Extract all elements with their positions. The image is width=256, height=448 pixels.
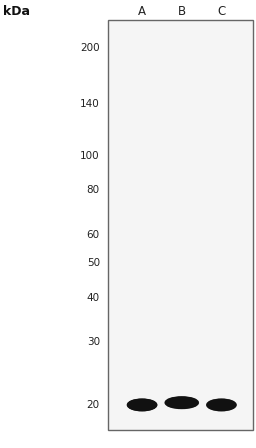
Ellipse shape — [168, 399, 195, 406]
Text: 30: 30 — [87, 337, 100, 347]
Ellipse shape — [130, 401, 154, 409]
Text: 100: 100 — [80, 151, 100, 161]
Ellipse shape — [127, 399, 157, 411]
Ellipse shape — [209, 401, 234, 409]
Text: kDa: kDa — [3, 4, 29, 18]
Ellipse shape — [129, 400, 155, 409]
Ellipse shape — [207, 399, 236, 411]
Ellipse shape — [130, 401, 154, 409]
Ellipse shape — [212, 402, 230, 408]
Ellipse shape — [166, 398, 197, 408]
Ellipse shape — [176, 401, 188, 404]
Ellipse shape — [168, 399, 196, 407]
Ellipse shape — [207, 399, 236, 410]
Ellipse shape — [128, 400, 156, 410]
Ellipse shape — [129, 400, 156, 410]
Ellipse shape — [134, 407, 150, 411]
Text: C: C — [217, 4, 226, 18]
Ellipse shape — [167, 398, 196, 407]
Ellipse shape — [129, 401, 155, 409]
Ellipse shape — [166, 398, 197, 408]
Ellipse shape — [168, 399, 196, 406]
Ellipse shape — [165, 397, 198, 408]
Bar — [108, 20, 253, 430]
Ellipse shape — [209, 401, 234, 409]
Ellipse shape — [130, 401, 154, 409]
Ellipse shape — [128, 400, 156, 410]
Ellipse shape — [208, 401, 234, 409]
Ellipse shape — [167, 398, 197, 407]
Text: 80: 80 — [87, 185, 100, 195]
Ellipse shape — [209, 401, 233, 409]
Text: 60: 60 — [87, 230, 100, 240]
Ellipse shape — [128, 400, 156, 410]
Text: 50: 50 — [87, 258, 100, 268]
Ellipse shape — [167, 398, 197, 407]
Ellipse shape — [137, 404, 147, 406]
Text: 200: 200 — [80, 43, 100, 53]
Ellipse shape — [208, 400, 235, 409]
Ellipse shape — [127, 399, 157, 410]
Ellipse shape — [130, 401, 154, 409]
Ellipse shape — [208, 400, 235, 410]
Text: A: A — [138, 4, 146, 18]
Ellipse shape — [166, 397, 198, 408]
Ellipse shape — [173, 405, 191, 409]
Ellipse shape — [168, 399, 195, 406]
Text: 140: 140 — [80, 99, 100, 108]
Ellipse shape — [172, 400, 192, 405]
Ellipse shape — [167, 399, 196, 407]
Ellipse shape — [210, 401, 233, 409]
Ellipse shape — [208, 400, 235, 410]
Ellipse shape — [209, 401, 234, 409]
Ellipse shape — [208, 400, 235, 410]
Text: 40: 40 — [87, 293, 100, 302]
Ellipse shape — [166, 397, 198, 408]
Text: 20: 20 — [87, 400, 100, 410]
Ellipse shape — [130, 401, 155, 409]
Ellipse shape — [216, 404, 227, 406]
Ellipse shape — [207, 400, 236, 410]
Ellipse shape — [128, 400, 156, 410]
Ellipse shape — [129, 401, 155, 409]
Ellipse shape — [165, 397, 198, 409]
Ellipse shape — [208, 401, 234, 409]
Ellipse shape — [167, 398, 196, 407]
Ellipse shape — [213, 407, 230, 411]
Ellipse shape — [207, 400, 236, 410]
Ellipse shape — [166, 397, 198, 408]
Ellipse shape — [209, 401, 234, 409]
Ellipse shape — [129, 401, 155, 409]
Text: B: B — [178, 4, 186, 18]
Ellipse shape — [133, 402, 151, 408]
